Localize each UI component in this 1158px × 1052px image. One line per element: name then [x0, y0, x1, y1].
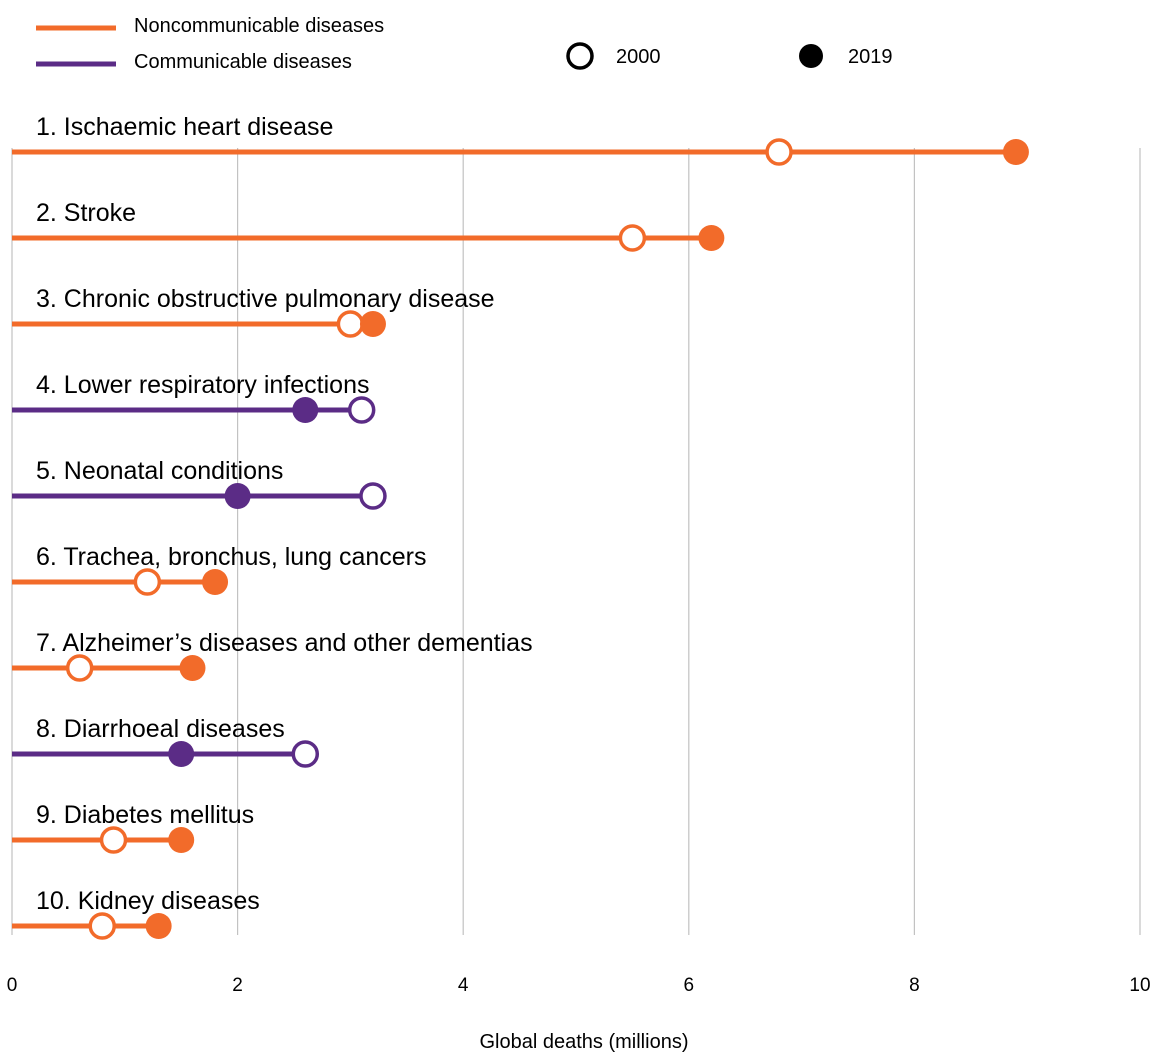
marker-2000 [347, 396, 376, 424]
marker-2019 [179, 655, 206, 681]
category-row: 7. Alzheimer’s diseases and other dement… [12, 629, 533, 682]
x-tick-label: 6 [684, 975, 695, 996]
marker-2019 [168, 741, 195, 767]
x-tick-label: 10 [1129, 975, 1150, 996]
marker-2000 [291, 740, 320, 768]
marker-2019 [1002, 139, 1029, 165]
marker-2000 [359, 482, 387, 510]
marker-2019 [145, 913, 172, 939]
marker-2019 [202, 569, 229, 595]
legend-marker-2019 [799, 44, 823, 68]
category-row: 2. Stroke [12, 199, 725, 252]
category-row: 5. Neonatal conditions [12, 457, 387, 510]
marker-2019 [224, 483, 251, 509]
category-row: 6. Trachea, bronchus, lung cancers [12, 543, 427, 596]
category-row: 1. Ischaemic heart disease [12, 113, 1029, 166]
x-tick-label: 8 [909, 975, 920, 996]
rows: 1. Ischaemic heart disease 2. Stroke 3. Ch… [12, 113, 1029, 940]
legend-label-2000: 2000 [616, 46, 661, 68]
marker-2019 [698, 225, 725, 251]
marker-2000 [65, 654, 94, 682]
legend: Noncommunicable diseases Communicable di… [36, 15, 893, 73]
legend-marker-2000 [566, 42, 594, 70]
marker-2000 [336, 310, 365, 338]
marker-2000 [765, 138, 793, 166]
category-label: 1. Ischaemic heart disease [36, 113, 333, 141]
category-row: 4. Lower respiratory infections [12, 371, 376, 424]
x-axis-ticks: 0 2 4 6 8 10 [7, 975, 1151, 996]
category-label: 2. Stroke [36, 199, 136, 227]
category-label: 4. Lower respiratory infections [36, 371, 369, 399]
category-label: 9. Diabetes mellitus [36, 801, 254, 829]
legend-label-2019: 2019 [848, 46, 893, 68]
marker-2000 [88, 912, 116, 940]
marker-2019 [359, 311, 386, 337]
category-label: 8. Diarrhoeal diseases [36, 715, 285, 743]
category-row: 9. Diabetes mellitus [12, 801, 254, 854]
marker-2019 [292, 397, 319, 423]
grid [11, 148, 1141, 935]
category-label: 10. Kidney diseases [36, 887, 260, 915]
marker-2019 [168, 827, 195, 853]
legend-label-communicable: Communicable diseases [134, 51, 352, 73]
marker-2000 [618, 224, 647, 252]
x-axis-title: Global deaths (millions) [480, 1031, 689, 1052]
marker-2000 [99, 826, 128, 854]
x-tick-label: 4 [458, 975, 469, 996]
marker-2000 [133, 568, 162, 596]
category-label: 5. Neonatal conditions [36, 457, 283, 485]
legend-label-noncommunicable: Noncommunicable diseases [134, 15, 384, 37]
x-tick-label: 2 [232, 975, 243, 996]
x-tick-label: 0 [7, 975, 18, 996]
category-row: 3. Chronic obstructive pulmonary disease [12, 285, 495, 338]
category-row: 10. Kidney diseases [12, 887, 260, 940]
category-label: 6. Trachea, bronchus, lung cancers [36, 543, 427, 571]
category-label: 7. Alzheimer’s diseases and other dement… [36, 629, 533, 657]
category-label: 3. Chronic obstructive pulmonary disease [36, 285, 495, 313]
category-row: 8. Diarrhoeal diseases [12, 715, 320, 768]
